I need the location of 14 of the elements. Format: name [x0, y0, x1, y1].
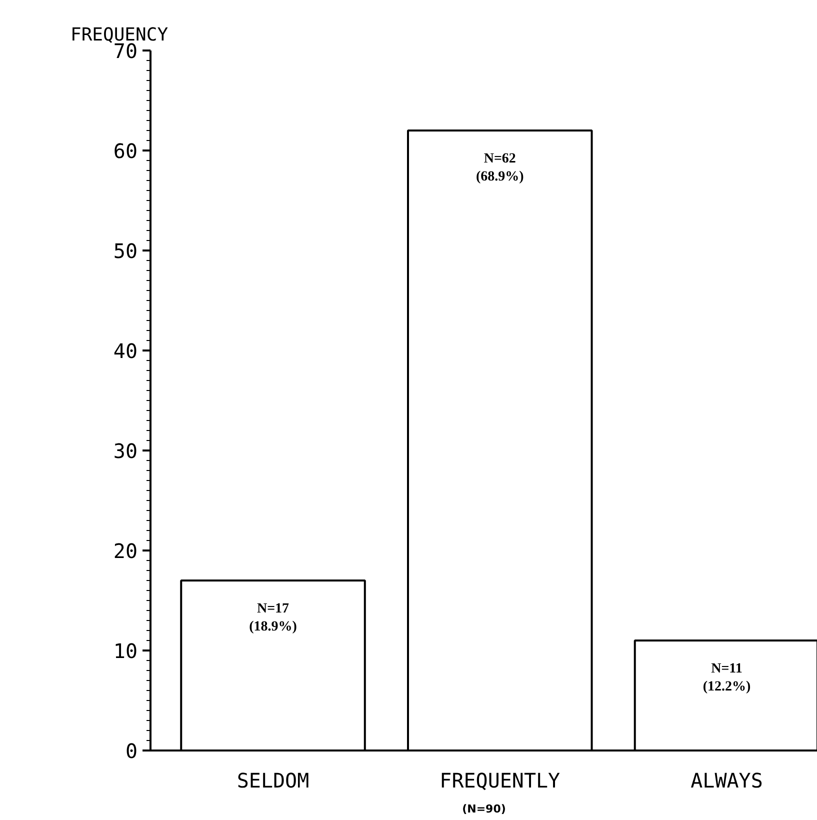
- data-label: N=11 (12.2%): [702, 662, 751, 694]
- x-tick-label: ALWAYS: [690, 768, 763, 792]
- x-tick-label: FREQUENTLY: [440, 768, 560, 792]
- data-label: N=17 (18.9%): [249, 602, 298, 634]
- y-tick-label: 50: [113, 239, 138, 263]
- y-tick-label: 40: [113, 339, 138, 363]
- y-tick-label: 30: [113, 439, 138, 463]
- x-tick-label: SELDOM: [236, 768, 310, 792]
- y-tick-label: 0: [125, 739, 138, 763]
- data-label: N=62 (68.9%): [476, 152, 524, 184]
- y-tick-label: 20: [113, 539, 138, 563]
- y-tick-label: 10: [113, 639, 138, 663]
- y-tick-label: 60: [113, 139, 138, 163]
- text: (N=90): [462, 802, 506, 816]
